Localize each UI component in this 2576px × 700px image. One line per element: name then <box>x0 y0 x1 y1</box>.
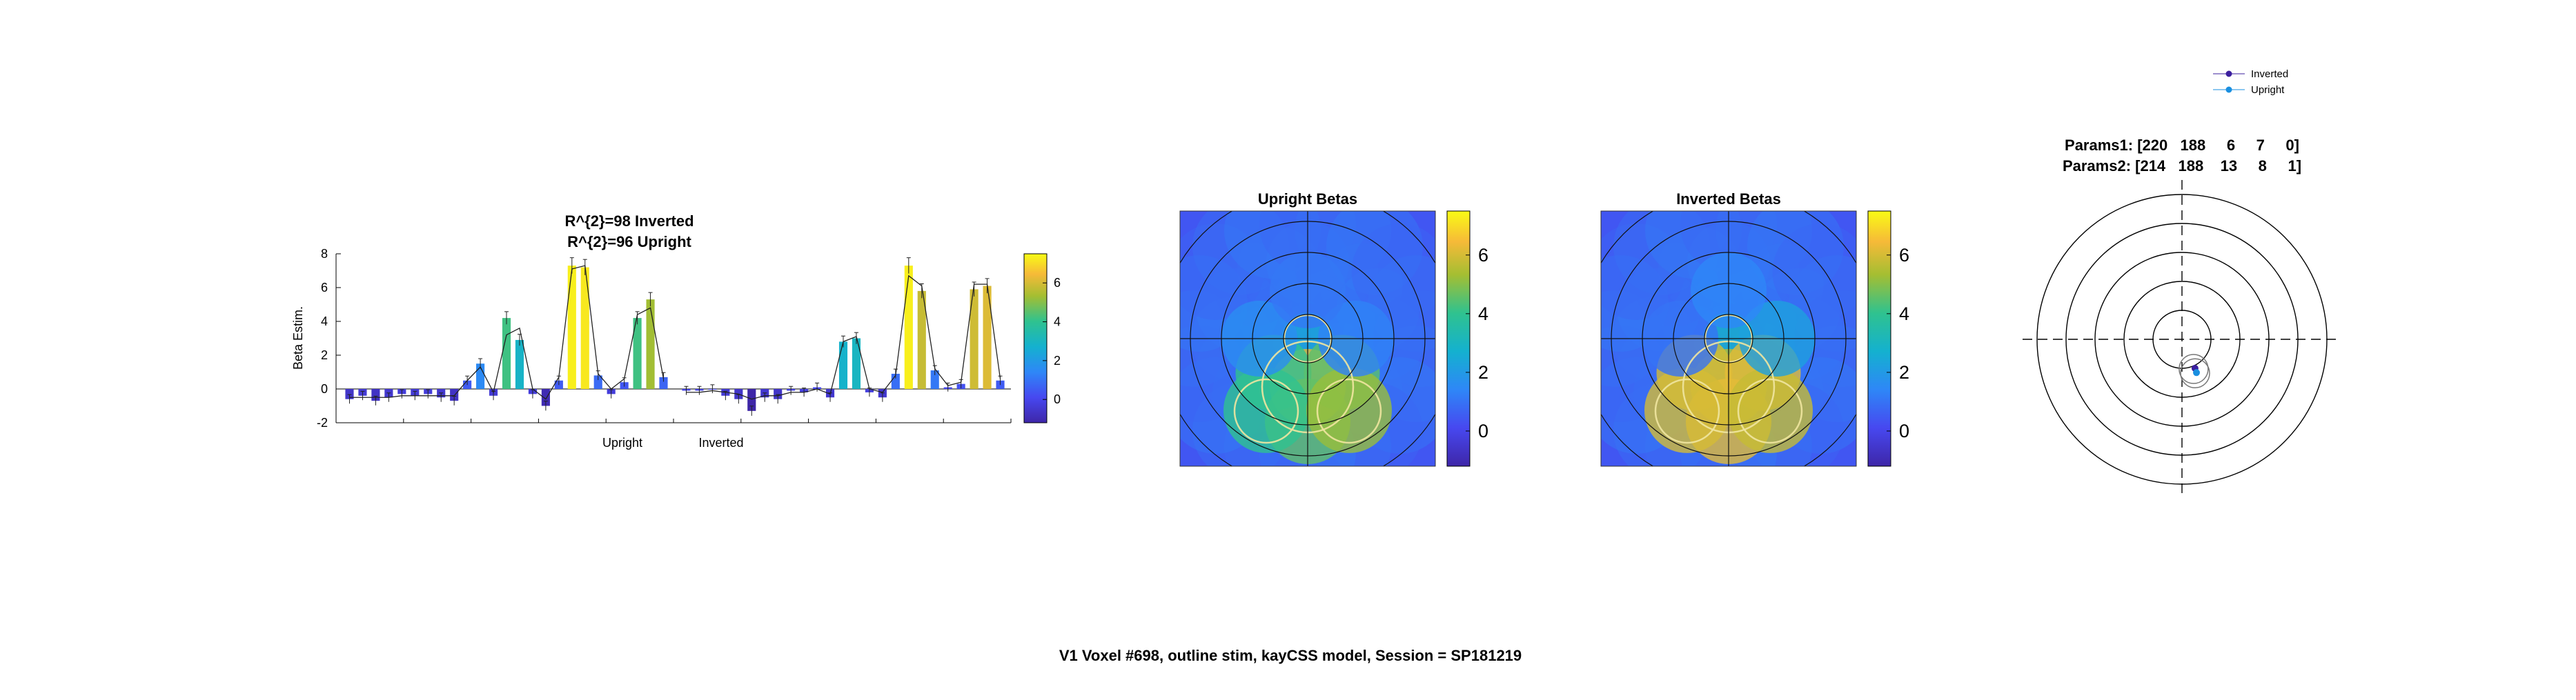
bar <box>345 389 354 399</box>
upright-betas-colorbar-ticks: 0 2 4 6 <box>1466 245 1488 441</box>
bar <box>450 389 459 401</box>
y-axis-label: Beta Estim. <box>291 306 305 370</box>
bar <box>970 289 979 389</box>
y-tick-label: 2 <box>321 348 328 362</box>
y-tick-label: -2 <box>317 416 328 430</box>
pRF-tile <box>1772 223 1856 320</box>
inverted-betas-heatmap: Inverted Betas 0 2 4 6 <box>1600 190 1909 467</box>
stimulus-outline <box>1737 378 1803 444</box>
y-tick-label: 8 <box>321 247 328 261</box>
bar <box>515 339 524 389</box>
prf-center-marker <box>2193 369 2200 377</box>
params2-label: Params2: [214 188 13 8 1] <box>2063 157 2301 174</box>
prf-extent-circle <box>2180 358 2210 389</box>
legend-upright-label: Upright <box>2251 84 2285 96</box>
response-blob <box>1644 367 1730 453</box>
bar <box>633 318 642 389</box>
colorbar-tick-label: 6 <box>1054 276 1061 290</box>
bar <box>541 389 550 406</box>
y-tick-label: 4 <box>321 314 328 328</box>
pRF-tile <box>1192 211 1289 295</box>
stimulus-outline <box>1316 378 1382 444</box>
figure-suptitle: V1 Voxel #698, outline stim, kayCSS mode… <box>1059 647 1522 664</box>
stimulus-outline <box>1233 378 1299 444</box>
group-label-inverted: Inverted <box>698 436 743 450</box>
colorbar-tick-label: 4 <box>1899 303 1909 324</box>
pRF-tile <box>1351 223 1435 320</box>
response-blob <box>1727 367 1813 453</box>
colorbar-tick-label: 0 <box>1054 392 1061 406</box>
stimulus-outline <box>1654 378 1720 444</box>
colorbar-tick-label: 2 <box>1899 362 1909 383</box>
y-tick-label: 6 <box>321 281 328 294</box>
prf-markers <box>2179 354 2210 389</box>
inverted-betas-field <box>1601 211 1856 466</box>
beta-bar-chart: R^{2}=98 Inverted R^{2}=96 Upright -2 0 2 4… <box>291 212 1061 450</box>
colorbar-tick-label: 6 <box>1899 245 1909 266</box>
bar-chart-axes: -2 0 2 4 6 8 <box>317 247 1012 430</box>
model-fit-line <box>686 274 1001 400</box>
inverted-betas-frame <box>1600 210 1857 467</box>
response-blob <box>1306 367 1392 453</box>
bar <box>646 299 655 389</box>
pRF-tile <box>1601 223 1685 320</box>
params1-label: Params1: [220 188 6 7 0] <box>2065 137 2299 154</box>
bar <box>659 377 668 389</box>
bar <box>838 341 848 389</box>
pRF-tile <box>1326 211 1423 295</box>
bar <box>917 290 926 389</box>
legend: Inverted Upright <box>2213 68 2288 96</box>
y-tick-label: 0 <box>321 382 328 396</box>
inverted-betas-title: Inverted Betas <box>1676 190 1781 208</box>
upright-betas-field <box>1180 211 1435 466</box>
upright-betas-title: Upright Betas <box>1258 190 1357 208</box>
legend-inverted-label: Inverted <box>2251 68 2288 80</box>
bar <box>747 389 756 411</box>
model-fit-line <box>349 265 665 400</box>
bar <box>930 370 939 389</box>
inverted-betas-colorbar-ticks: 0 2 4 6 <box>1887 245 1909 441</box>
response-blob <box>1223 367 1309 453</box>
prf-position-plot: Params1: [220 188 6 7 0] Params2: [214 1… <box>2023 68 2341 499</box>
bar-colorbar <box>1023 253 1048 423</box>
pRF-tile <box>1613 211 1710 295</box>
colorbar-tick-label: 6 <box>1478 245 1488 266</box>
legend-upright-marker <box>2225 86 2232 93</box>
upright-betas-heatmap: Upright Betas 0 2 4 6 <box>1179 190 1488 467</box>
upright-betas-colorbar <box>1446 210 1471 467</box>
bar-chart-title-line-1: R^{2}=98 Inverted <box>564 212 694 230</box>
upright-betas-frame <box>1179 210 1436 467</box>
polar-rings <box>2023 180 2341 499</box>
bar <box>567 266 576 389</box>
bar-colorbar-ticks: 0 2 4 6 <box>1043 276 1061 406</box>
bar <box>476 363 485 389</box>
colorbar-tick-label: 4 <box>1478 303 1488 324</box>
colorbar-tick-label: 2 <box>1478 362 1488 383</box>
colorbar-tick-label: 0 <box>1478 421 1488 441</box>
bar <box>593 375 602 389</box>
colorbar-tick-label: 0 <box>1899 421 1909 441</box>
bar <box>852 338 861 389</box>
pRF-tile <box>1747 211 1844 295</box>
bar <box>580 267 589 389</box>
legend-inverted-marker <box>2225 70 2232 77</box>
inverted-betas-colorbar <box>1867 210 1891 467</box>
colorbar-tick-label: 4 <box>1054 315 1061 329</box>
bar <box>502 318 511 389</box>
prf-extent-circle <box>2179 354 2209 384</box>
bar-chart-title-line-2: R^{2}=96 Upright <box>567 233 691 250</box>
colorbar-tick-label: 2 <box>1054 354 1061 368</box>
bar <box>983 286 992 389</box>
bar <box>904 266 913 389</box>
pRF-tile <box>1180 223 1264 320</box>
group-label-upright: Upright <box>602 436 642 450</box>
bar <box>774 389 783 399</box>
bar-chart-marks <box>345 257 1005 416</box>
